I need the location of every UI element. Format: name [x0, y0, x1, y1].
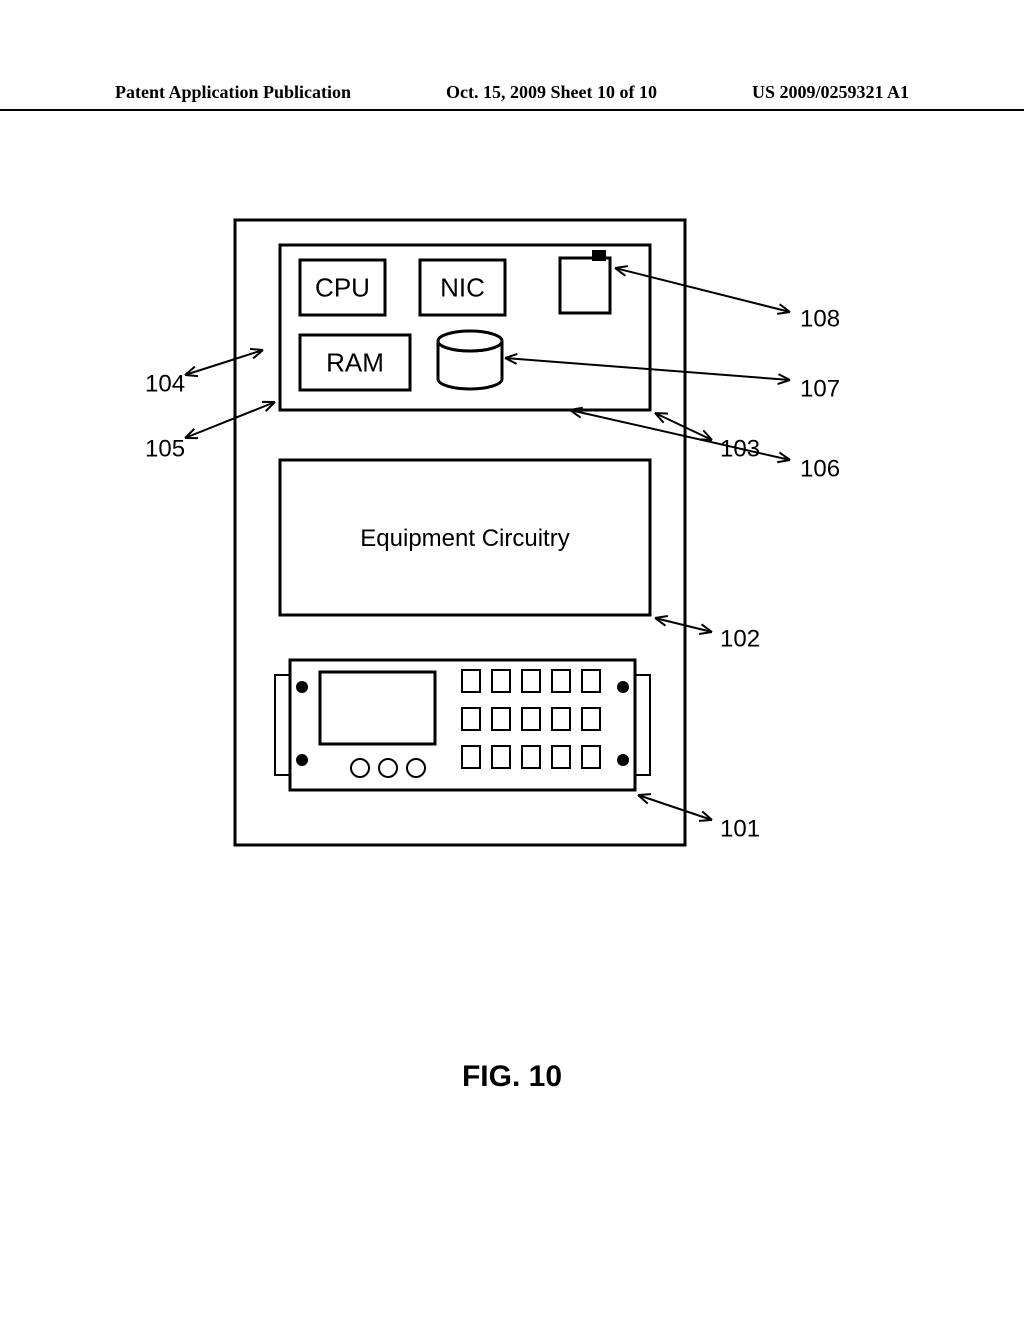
ref-104: 104: [145, 370, 185, 397]
panel-screw-2: [618, 682, 628, 692]
keypad-key: [492, 746, 510, 768]
keypad-key: [552, 708, 570, 730]
ref-105: 105: [145, 435, 185, 462]
keypad-key: [582, 708, 600, 730]
keypad-key: [462, 670, 480, 692]
header-center: Oct. 15, 2009 Sheet 10 of 10: [446, 82, 657, 103]
ref-102: 102: [720, 625, 760, 652]
ref-106: 106: [800, 455, 840, 482]
keypad-key: [462, 746, 480, 768]
ref-101: 101: [720, 815, 760, 842]
header-right: US 2009/0259321 A1: [752, 82, 909, 103]
panel-screw-3: [618, 755, 628, 765]
ref-107: 107: [800, 375, 840, 402]
figure-svg: CPU NIC RAM Equipment Circuitry 104 105 108 107…: [0, 190, 1024, 1090]
equipment-circuitry-label: Equipment Circuitry: [360, 525, 569, 552]
figure-caption: FIG. 10: [0, 1060, 1024, 1094]
port-block: [560, 258, 610, 313]
keypad-key: [492, 670, 510, 692]
page-header: Patent Application Publication Oct. 15, …: [0, 82, 1024, 111]
keypad-key: [462, 708, 480, 730]
keypad-key: [492, 708, 510, 730]
nic-label: NIC: [440, 272, 485, 302]
keypad-key: [582, 670, 600, 692]
panel-tab-right: [635, 675, 650, 775]
figure-10: CPU NIC RAM Equipment Circuitry 104 105 108 107…: [0, 190, 1024, 1090]
keypad-key: [522, 670, 540, 692]
cpu-label: CPU: [315, 272, 370, 302]
panel-screw-0: [297, 682, 307, 692]
ref-108: 108: [800, 305, 840, 332]
keypad-key: [552, 670, 570, 692]
keypad-key: [582, 746, 600, 768]
panel-screw-1: [297, 755, 307, 765]
keypad-key: [522, 708, 540, 730]
panel-tab-left: [275, 675, 290, 775]
panel-display: [320, 672, 435, 744]
header-left: Patent Application Publication: [115, 82, 351, 103]
keypad-key: [552, 746, 570, 768]
ram-label: RAM: [326, 347, 384, 377]
ref-103: 103: [720, 435, 760, 462]
port-tab: [592, 250, 606, 261]
keypad-key: [522, 746, 540, 768]
